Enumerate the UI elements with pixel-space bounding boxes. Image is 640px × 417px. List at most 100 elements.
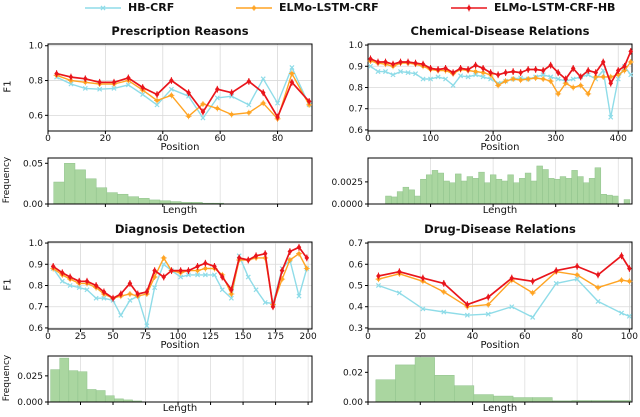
series-elmo-lstm-crf-hb [50,243,310,311]
panel-title: Prescription Reasons [111,24,249,38]
svg-text:0.8: 0.8 [29,282,44,292]
svg-text:20: 20 [100,134,112,144]
svg-text:0.6: 0.6 [29,111,44,121]
svg-text:0.7: 0.7 [349,239,363,249]
svg-text:0.02: 0.02 [343,368,363,378]
svg-text:80: 80 [571,332,583,342]
svg-text:0.5: 0.5 [349,282,363,292]
legend-marker-elmo-lstm-crf [236,4,272,11]
panel-drug-disease-relations: 0 20 40 60 80 100 0.3 0.4 0.5 0.6 0.7 0.00 0.02 Drug… [320,220,640,417]
svg-text:40: 40 [467,332,479,342]
svg-text:50: 50 [107,332,119,342]
svg-text:0.6: 0.6 [349,126,364,136]
svg-text:60: 60 [214,134,226,144]
svg-text:0: 0 [45,134,51,144]
svg-text:20: 20 [415,332,427,342]
histogram-bars [385,165,631,205]
svg-text:0.8: 0.8 [349,84,364,94]
svg-text:0.4: 0.4 [349,303,364,313]
gridlines [367,44,632,204]
series-hb-crf [367,63,634,120]
legend-label-hb-crf: HB-CRF [128,1,175,14]
legend-label-elmo-lstm-crf: ELMo-LSTM-CRF [279,1,379,14]
svg-text:0.9: 0.9 [349,62,364,72]
series-hb-crf [375,276,632,320]
x-axis-label-position: Position [160,142,200,153]
svg-text:0.025: 0.025 [17,372,43,382]
svg-text:0.6: 0.6 [349,260,364,270]
legend-marker-elmo-lstm-crf-hb [451,4,487,11]
svg-text:0.00: 0.00 [23,200,43,210]
legend-item-elmo-lstm-crf-hb: ELMo-LSTM-CRF-HB [450,1,615,14]
axis-ticks: 0 20 40 60 80 0.6 0.8 1.0 0.00 0.05 [23,42,284,210]
y-axis-label-frequency: Frequency [2,156,12,204]
histogram-bars [53,163,224,205]
svg-text:0.05: 0.05 [23,159,43,169]
axis-ticks: 0 25 50 75 100 125 150 175 200 0.6 0.7 0.8 0.9 1.0 0.0… [17,239,317,408]
diagnosis-detection-chart: 0 25 50 75 100 125 150 175 200 0.6 0.7 0.8 0.9 1.0 0.0… [17,239,317,408]
svg-text:100: 100 [169,332,186,342]
series-elmo-lstm-crf [50,250,310,308]
svg-text:200: 200 [300,332,317,342]
y-axis-label-frequency: Frequency [2,354,12,402]
svg-text:0.000: 0.000 [17,398,43,408]
panel-title: Drug-Disease Relations [424,222,576,236]
svg-text:60: 60 [519,332,531,342]
series-elmo-lstm-crf-hb [54,70,312,121]
x-axis-label-length: Length [162,205,198,216]
x-axis-label-position: Position [480,142,520,153]
histogram-bars [50,357,142,403]
x-axis-label-length: Length [482,205,518,216]
svg-text:200: 200 [485,134,502,144]
prescription-reasons-chart: 0 20 40 60 80 0.6 0.8 1.0 0.00 0.05 [23,42,313,210]
svg-text:150: 150 [234,332,251,342]
svg-text:175: 175 [267,332,284,342]
svg-text:1.0: 1.0 [29,42,44,52]
legend-item-hb-crf: HB-CRF [84,1,174,14]
series-elmo-lstm-crf-hb [376,252,632,308]
y-axis-label-f1: F1 [2,278,14,291]
panel-prescription-reasons: 0 20 40 60 80 0.6 0.8 1.0 0.00 0.05 Prescription … [0,22,320,219]
svg-text:0.8: 0.8 [29,77,44,87]
chemical-disease-relations-chart: 0 100 200 300 400 0.6 0.7 0.8 0.9 1.0 0.0000 0.0025 [332,41,634,210]
svg-text:25: 25 [75,332,86,342]
svg-text:400: 400 [610,134,627,144]
svg-text:100: 100 [422,134,439,144]
panel-diagnosis-detection: 0 25 50 75 100 125 150 175 200 0.6 0.7 0.8 0.9 1.0 0.0… [0,220,320,417]
axis-ticks: 0 100 200 300 400 0.6 0.7 0.8 0.9 1.0 0.0000 0.0025 [332,41,628,210]
y-axis-label-f1: F1 [2,80,14,93]
svg-text:0.0025: 0.0025 [332,178,364,188]
legend: HB-CRF ELMo-LSTM-CRF ELMo-LSTM-CRF-HB [0,0,640,22]
panel-title: Diagnosis Detection [114,222,246,236]
svg-text:1.0: 1.0 [29,239,44,249]
svg-text:0.9: 0.9 [29,260,44,270]
svg-text:80: 80 [272,134,284,144]
legend-marker-hb-crf [85,4,121,11]
x-axis-label-length: Length [162,403,198,414]
svg-text:0: 0 [365,134,371,144]
svg-text:0.3: 0.3 [349,324,363,334]
svg-text:1.0: 1.0 [349,41,364,51]
panel-chemical-disease-relations: 0 100 200 300 400 0.6 0.7 0.8 0.9 1.0 0.0000 0.0025… [320,22,640,219]
x-axis-label-position: Position [160,340,200,351]
svg-text:0: 0 [365,332,371,342]
svg-text:0.00: 0.00 [343,398,363,408]
legend-label-elmo-lstm-crf-hb: ELMo-LSTM-CRF-HB [494,1,616,14]
svg-text:0.6: 0.6 [29,324,44,334]
drug-disease-relations-chart: 0 20 40 60 80 100 0.3 0.4 0.5 0.6 0.7 0.00 0.02 [343,239,638,408]
x-axis-label-position: Position [480,340,520,351]
svg-text:75: 75 [140,332,151,342]
gridlines [47,242,312,402]
svg-text:0: 0 [45,332,51,342]
x-axis-label-length: Length [482,403,518,414]
svg-text:0.7: 0.7 [29,303,43,313]
svg-text:0.0000: 0.0000 [332,200,364,210]
svg-text:0.7: 0.7 [349,105,363,115]
panel-title: Chemical-Disease Relations [410,24,590,38]
svg-text:100: 100 [621,332,638,342]
histogram-bars [375,357,631,403]
svg-text:300: 300 [547,134,564,144]
series-hb-crf [54,64,312,121]
legend-item-elmo-lstm-crf: ELMo-LSTM-CRF [235,1,379,14]
